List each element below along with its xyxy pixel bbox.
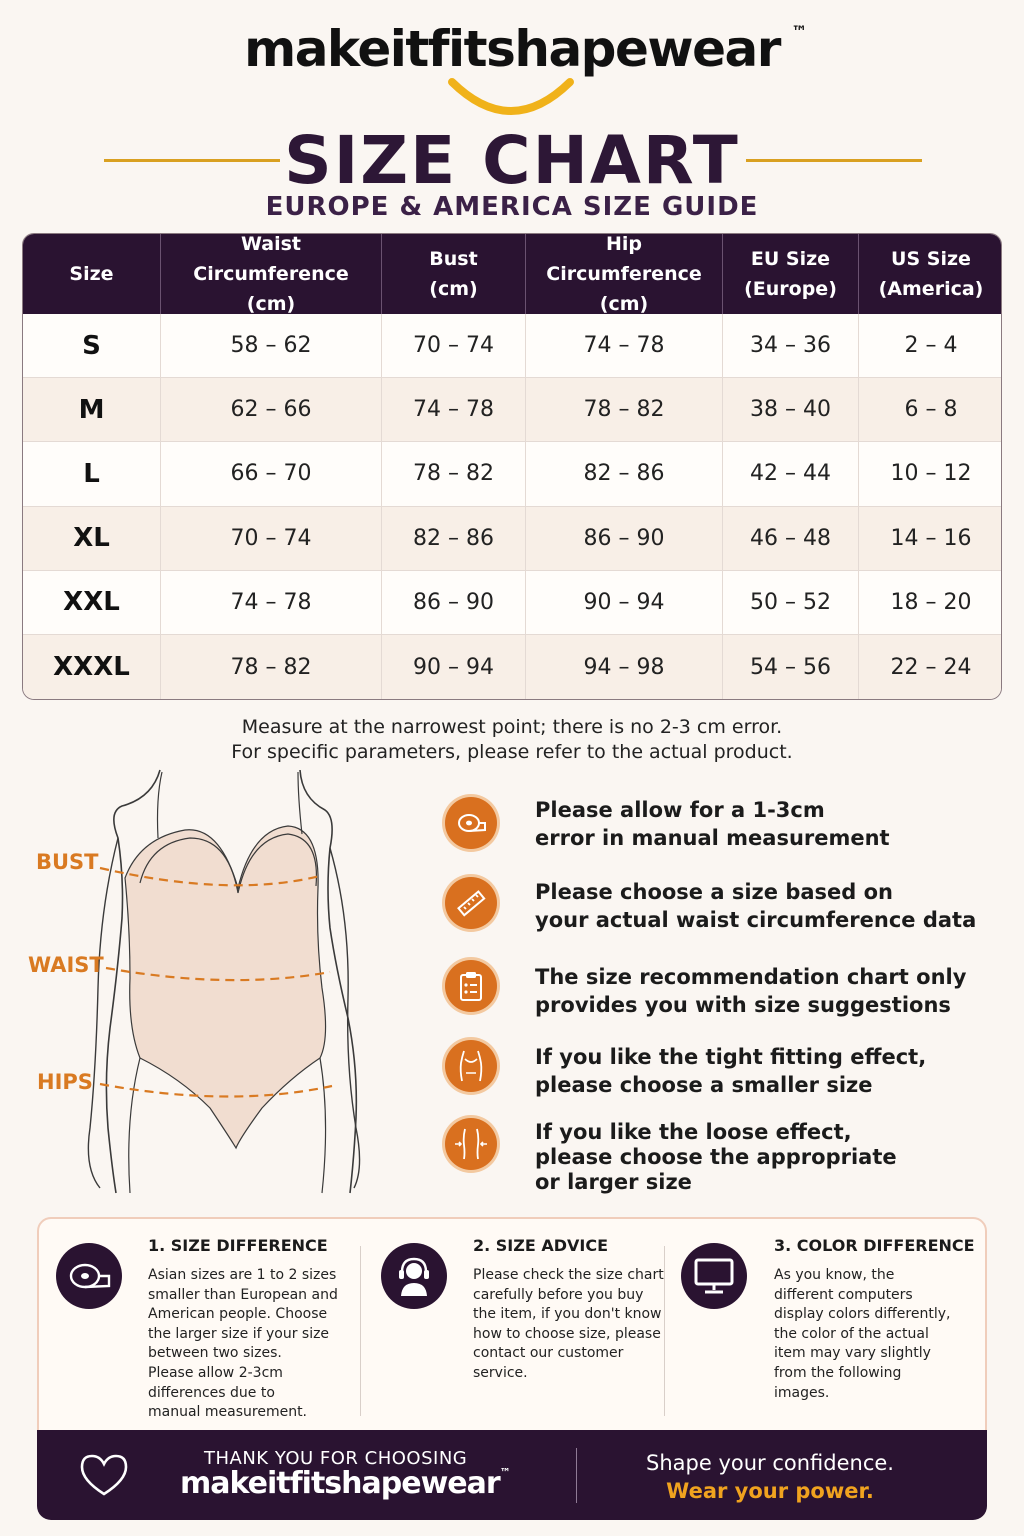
footer-slogan-1: Shape your confidence. [646,1451,894,1475]
trademark: ™ [791,22,807,41]
table-cell: 18 – 20 [890,589,972,615]
brand-name: makeitfitshapewear [244,20,781,78]
parameters-note: For specific parameters, please refer to… [231,741,793,763]
table-header: Size Waist Circumference (cm) Bust (cm) … [23,234,1001,315]
body-figure-illustration [87,769,361,1194]
footer-slogan-2: Wear your power. [666,1479,874,1503]
table-cell: 34 – 36 [723,314,859,378]
header-eu-size: EU Size (Europe) [723,234,859,314]
footer-thanks: THANK YOU FOR CHOOSING [204,1448,468,1469]
color-difference-title: 3. COLOR DIFFERENCE [774,1236,975,1255]
footer-divider [576,1448,577,1503]
table-cell: 38 – 40 [723,378,859,442]
tip-3: The size recommendation chart only provid… [535,965,967,1017]
table-cell: 58 – 62 [161,314,382,378]
table-cell: 74 – 78 [526,314,723,378]
size-cell: XXXL [23,634,161,699]
table-cell: 62 – 66 [161,378,382,442]
loose-fit-body-icon [445,1118,497,1170]
table-cell: 42 – 44 [723,442,859,506]
table-cell: 78 – 82 [382,442,526,506]
header-hip: Hip Circumference (cm) [526,234,723,315]
tip-4: If you like the tight fitting effect, ple… [535,1045,927,1097]
tight-fit-body-icon [445,1040,497,1092]
size-difference-text: Asian sizes are 1 to 2 sizes smaller than… [148,1267,338,1421]
table-cell: 94 – 98 [526,634,723,699]
table-cell: 90 – 94 [382,634,526,699]
headset-agent-icon [381,1243,447,1309]
table-row: S 58 – 62 70 – 74 74 – 78 34 – 36 2 – 4 [23,314,1001,379]
info-divider [360,1246,361,1416]
table-cell: 86 – 90 [382,570,526,634]
table-cell: 78 – 82 [161,634,382,699]
table-cell: 2 – 4 [904,333,958,359]
table-row: XXXL 78 – 82 90 – 94 94 – 98 54 – 56 22 … [23,634,1001,699]
table-row: L 66 – 70 78 – 82 82 – 86 42 – 44 10 – 1… [23,442,1001,507]
table-cell: 50 – 52 [723,570,859,634]
page-title: SIZE CHART [284,122,740,199]
table-cell: 78 – 82 [526,378,723,442]
measuring-tape-icon [445,797,497,849]
size-table: Size Waist Circumference (cm) Bust (cm) … [22,233,1002,700]
size-advice-title: 2. SIZE ADVICE [473,1236,609,1255]
brand-logo: makeitfitshapewear ™ [0,20,1024,78]
bust-label: BUST [36,850,99,874]
table-cell: 22 – 24 [890,654,972,680]
title-divider-left [104,159,280,162]
ruler-icon [445,877,497,929]
tip-5: If you like the loose effect, please choo… [535,1120,897,1194]
page-subtitle: EUROPE & AMERICA SIZE GUIDE [265,192,759,222]
header-us-size: US Size (America) [878,248,984,300]
waist-label: WAIST [28,953,104,977]
table-cell: 66 – 70 [161,442,382,506]
size-cell: XL [23,506,161,570]
table-cell: 6 – 8 [904,397,958,423]
header-bust: Bust (cm) [382,234,526,314]
table-cell: 74 – 78 [382,378,526,442]
hips-label: HIPS [37,1070,93,1094]
size-cell: M [23,378,161,442]
measure-note: Measure at the narrowest point; there is… [241,716,783,738]
table-cell: 10 – 12 [890,461,972,487]
heart-icon [80,1454,128,1496]
table-cell: 70 – 74 [382,314,526,378]
measuring-tape-icon [56,1243,122,1309]
table-cell: 82 – 86 [526,442,723,506]
table-cell: 14 – 16 [890,525,972,551]
table-row: XXL 74 – 78 86 – 90 90 – 94 50 – 52 18 –… [23,570,1001,635]
table-cell: 46 – 48 [723,506,859,570]
size-cell: XXL [23,570,161,634]
table-cell: 82 – 86 [382,506,526,570]
size-cell: L [23,442,161,506]
smile-logo-icon [448,78,574,115]
size-advice-text: Please check the size chart carefully bef… [473,1267,664,1381]
color-difference-text: As you know, the different computers displ… [774,1267,951,1401]
tip-1: Please allow for a 1-3cm error in manual … [535,798,890,850]
table-cell: 86 – 90 [526,506,723,570]
size-cell: S [23,314,161,378]
footer-banner [37,1430,987,1520]
table-cell: 90 – 94 [526,570,723,634]
tip-2: Please choose a size based on your actual… [535,880,977,932]
header-size: Size [23,234,161,314]
footer-brand: makeitfitshapewear™ [180,1466,511,1501]
size-difference-title: 1. SIZE DIFFERENCE [148,1236,328,1255]
table-body: S 58 – 62 70 – 74 74 – 78 34 – 36 2 – 4 … [23,314,1001,699]
header-waist: Waist Circumference (cm) [161,234,382,315]
table-cell: 70 – 74 [161,506,382,570]
table-row: M 62 – 66 74 – 78 78 – 82 38 – 40 6 – 8 [23,378,1001,443]
table-cell: 74 – 78 [161,570,382,634]
clipboard-icon [445,960,497,1012]
table-row: XL 70 – 74 82 – 86 86 – 90 46 – 48 14 – … [23,506,1001,571]
info-divider [664,1246,665,1416]
title-divider-right [746,159,922,162]
table-cell: 54 – 56 [723,634,859,699]
monitor-icon [681,1243,747,1309]
